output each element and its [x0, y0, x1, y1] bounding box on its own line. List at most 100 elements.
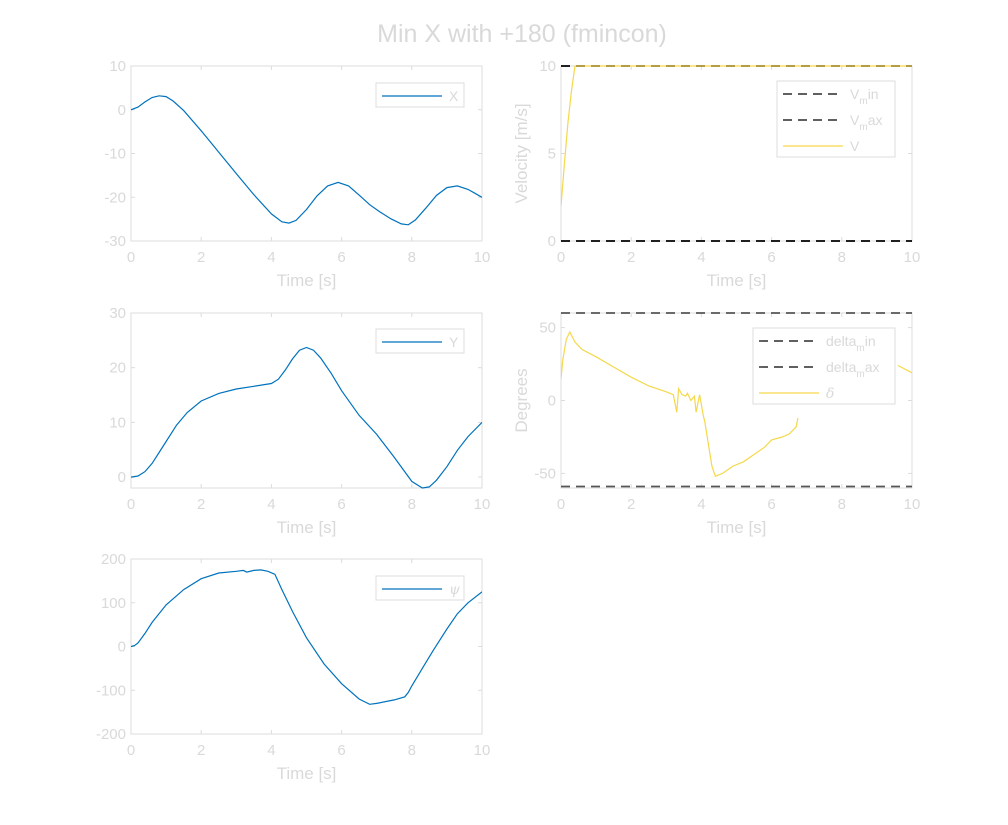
legend-entry-suffix: ax [868, 112, 883, 128]
x-axis-label: Time [s] [277, 518, 337, 537]
x-tick-label: 2 [197, 249, 205, 266]
y-tick-label: 10 [539, 58, 556, 75]
x-tick-label: 0 [557, 496, 565, 513]
legend-entry-suffix: in [868, 86, 879, 102]
x-tick-label: 8 [838, 496, 846, 513]
x-tick-label: 8 [408, 496, 416, 513]
series-group [131, 569, 482, 705]
y-tick-label: 10 [109, 58, 126, 75]
y-tick-label: 100 [101, 595, 126, 612]
legend-entry: ψ [449, 582, 461, 598]
y-tick-label: -10 [104, 146, 126, 163]
x-tick-label: 8 [838, 249, 846, 266]
subplot-y: 0 2 4 6 8 10 0 10 20 30 Time [s] Y [109, 305, 490, 537]
y-tick-label: 0 [548, 233, 556, 250]
legend-entry-label: Y [449, 334, 459, 350]
y-tick-label: -30 [104, 233, 126, 250]
legend-entry-subscript: m [859, 122, 867, 133]
legend-box [776, 80, 896, 158]
x-tick-label: 6 [337, 496, 345, 513]
legend-entry-suffix: in [865, 333, 876, 349]
x-tick-label: 2 [197, 496, 205, 513]
x-tick-label: 0 [127, 249, 135, 266]
legend-entry-label: ψ [449, 582, 461, 598]
x-tick-label: 0 [127, 496, 135, 513]
series-line-0 [131, 95, 482, 226]
x-tick-label: 6 [337, 249, 345, 266]
x-tick-label: 2 [627, 496, 635, 513]
legend-entry-label: V [850, 112, 860, 128]
x-tick-label: 2 [197, 742, 205, 759]
legend-entry: deltamax [826, 359, 880, 380]
series-group [131, 346, 482, 489]
x-tick-label: 10 [904, 249, 921, 266]
x-tick-label: 6 [337, 742, 345, 759]
y-tick-label: 0 [548, 393, 556, 410]
y-tick-label: 50 [539, 320, 556, 337]
y-tick-label: 5 [548, 146, 556, 163]
series-line-2 [561, 65, 912, 207]
legend-box [375, 82, 465, 108]
x-tick-label: 6 [767, 496, 775, 513]
legend-box [375, 575, 465, 601]
legend-entry-label: delta [826, 333, 857, 349]
x-tick-label: 4 [697, 496, 705, 513]
x-tick-label: 10 [474, 249, 491, 266]
legend: Y [375, 328, 465, 354]
legend-entry-suffix: ax [865, 359, 880, 375]
legend-entry: deltamin [826, 333, 876, 354]
y-axis-label: Velocity [m/s] [512, 103, 531, 203]
legend-box [375, 328, 465, 354]
x-axis-label: Time [s] [707, 271, 767, 290]
series-group [131, 95, 482, 226]
y-tick-label: 20 [109, 360, 126, 377]
y-tick-label: -200 [96, 726, 126, 743]
x-axis-label: Time [s] [277, 764, 337, 783]
x-tick-label: 8 [408, 742, 416, 759]
x-axis-label: Time [s] [277, 271, 337, 290]
legend-entry-label: V [850, 86, 860, 102]
legend-entry: V [850, 138, 860, 154]
series-line-2 [561, 330, 799, 478]
x-tick-label: 0 [557, 249, 565, 266]
subplot-psi: 0 2 4 6 8 10 -200 -100 0 100 200 Time [s] ψ [96, 551, 490, 783]
legend-entry: Y [449, 334, 459, 350]
figure-title: Min X with +180 (fmincon) [377, 20, 667, 48]
legend-entry-subscript: m [856, 369, 864, 380]
series-line-0 [131, 569, 482, 705]
y-tick-label: 0 [118, 469, 126, 486]
x-tick-label: 2 [627, 249, 635, 266]
x-tick-label: 4 [267, 742, 275, 759]
y-tick-label: 200 [101, 551, 126, 568]
y-tick-label: -50 [534, 465, 556, 482]
series-group [561, 312, 912, 488]
legend-entry: δ [826, 386, 834, 402]
y-tick-label: 10 [109, 414, 126, 431]
y-tick-label: 30 [109, 305, 126, 322]
legend-entry: X [449, 88, 459, 104]
y-tick-label: 0 [118, 639, 126, 656]
legend-entry-label: V [850, 138, 860, 154]
x-tick-label: 4 [267, 249, 275, 266]
y-tick-label: -100 [96, 682, 126, 699]
x-tick-label: 0 [127, 742, 135, 759]
x-tick-label: 6 [767, 249, 775, 266]
legend-entry-label: X [449, 88, 459, 104]
legend-entry: Vmin [850, 86, 879, 107]
y-axis-label: Degrees [512, 368, 531, 432]
series-group [561, 65, 912, 242]
series-line-tail [897, 364, 912, 374]
x-tick-label: 4 [267, 496, 275, 513]
y-tick-label: -20 [104, 189, 126, 206]
x-tick-label: 8 [408, 249, 416, 266]
subplot-x: 0 2 4 6 8 10 -30 -20 -10 0 10 Time [s] X [104, 58, 490, 290]
series-line-0 [131, 346, 482, 489]
legend-entry-subscript: m [859, 96, 867, 107]
y-tick-label: 0 [118, 102, 126, 119]
legend-entry-subscript: m [856, 343, 864, 354]
